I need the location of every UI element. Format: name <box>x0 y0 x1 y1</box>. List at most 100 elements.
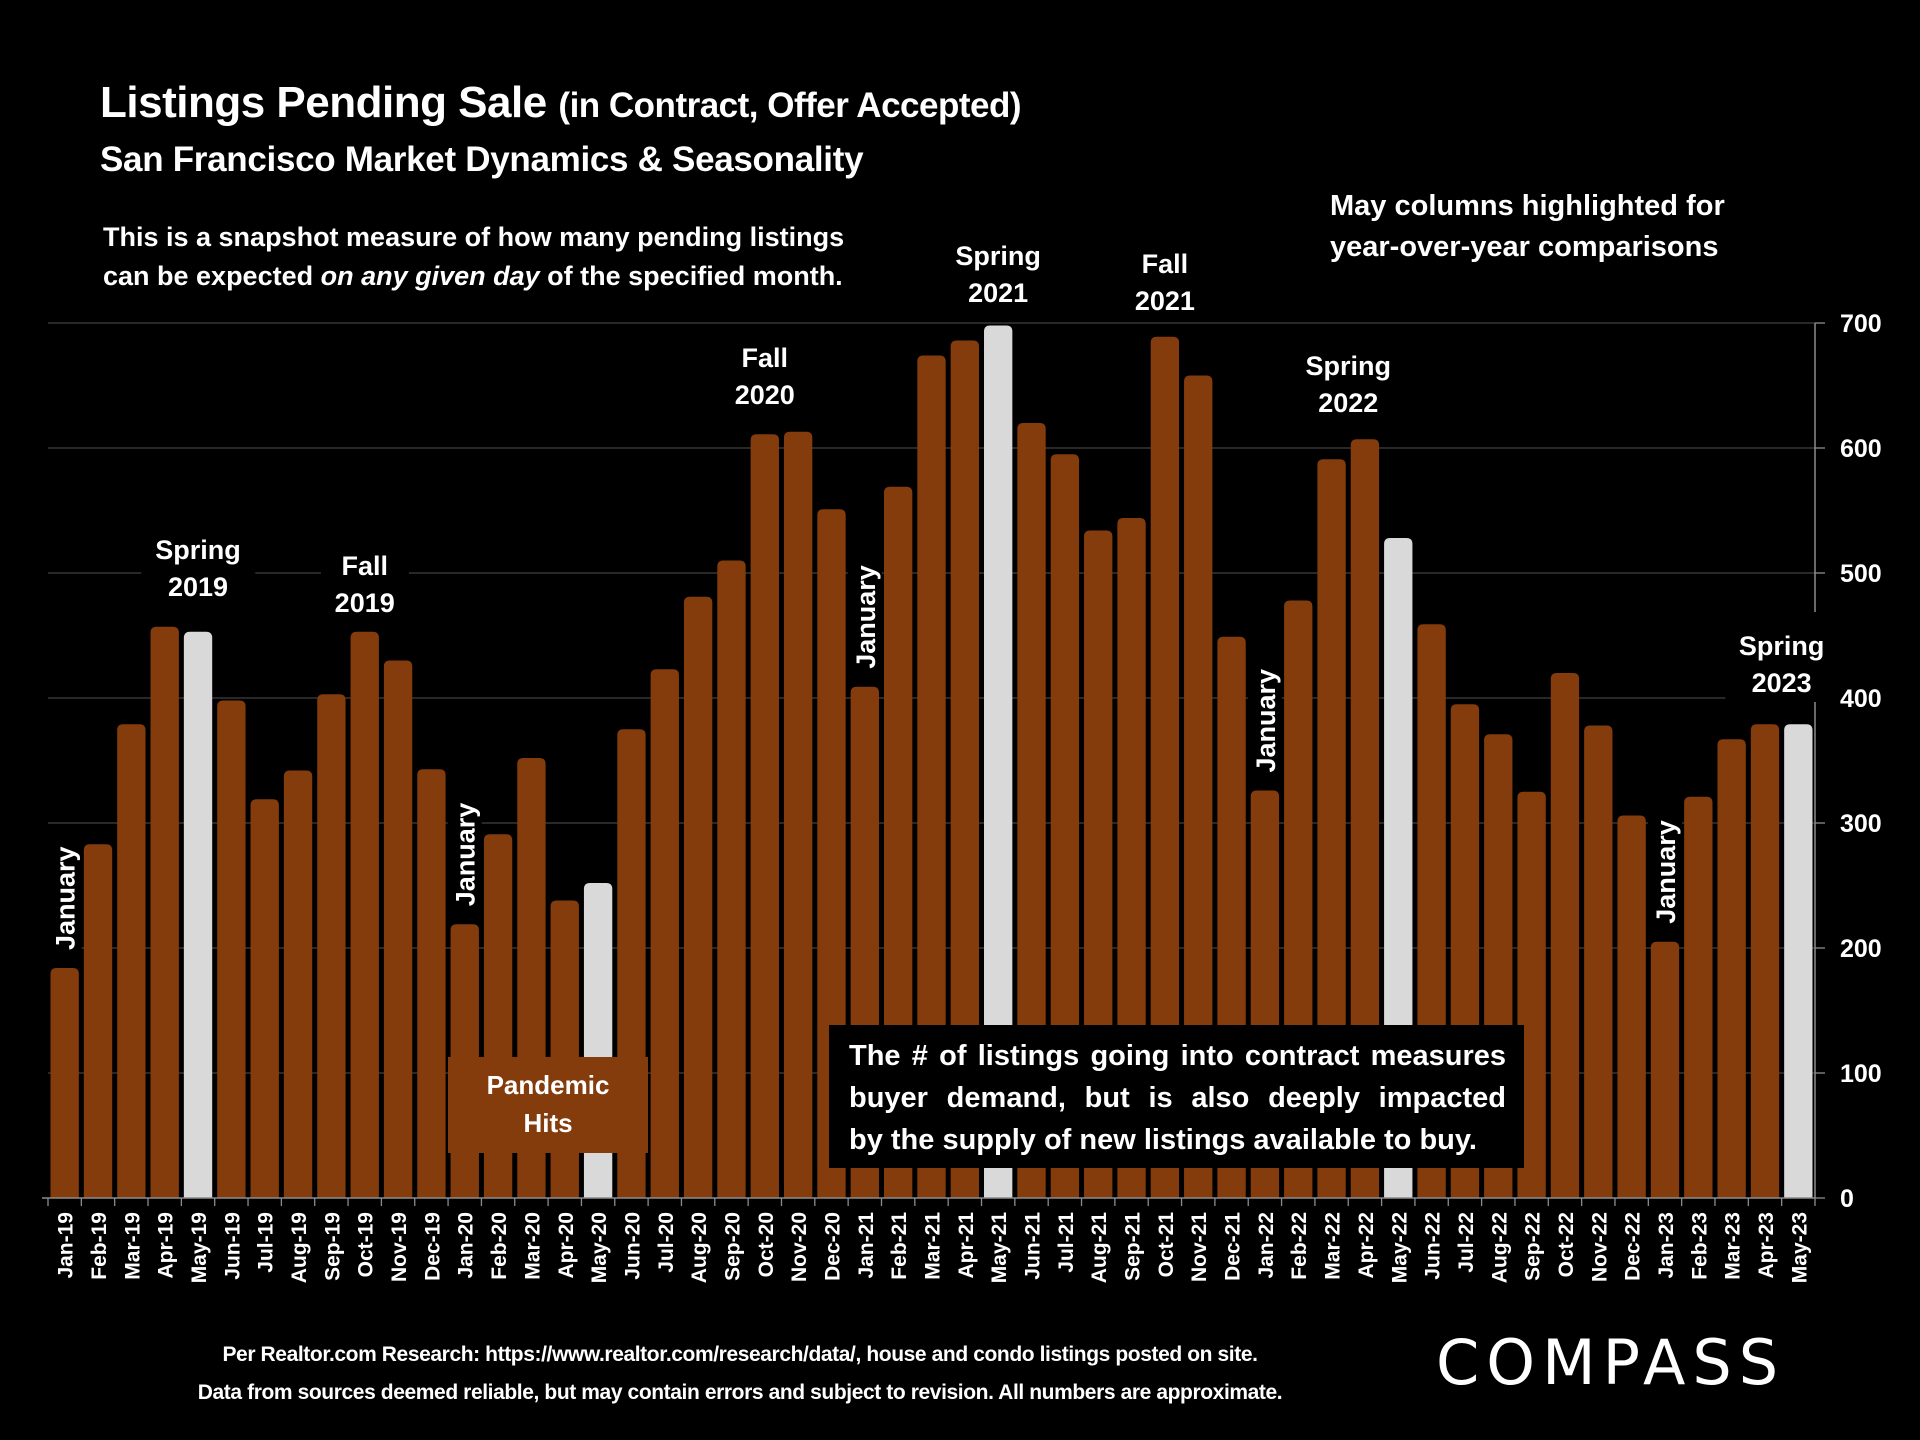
x-tick-label: Sep-21 <box>1122 1212 1145 1281</box>
snapshot-note-pre: can be expected <box>103 261 321 291</box>
january-label-bg <box>847 560 882 673</box>
pandemic-line1: Pandemic <box>486 1070 610 1100</box>
footer-disclaimer: Data from sources deemed reliable, but m… <box>197 1381 1283 1404</box>
demand-supply-callout: The # of listings going into contract me… <box>829 1025 1524 1168</box>
january-labels: January January January January January <box>47 560 1682 954</box>
january-label-bg <box>1647 815 1682 928</box>
season-label: Spring 2021 <box>941 238 1055 312</box>
bar-mar-23 <box>1717 739 1746 1198</box>
x-tick-label: May-21 <box>988 1212 1011 1284</box>
season-label-year: 2023 <box>1751 668 1812 698</box>
callout-line3: by the supply of new listings available … <box>849 1124 1477 1156</box>
bar-apr-21 <box>950 340 980 1198</box>
x-tick-label: Feb-23 <box>1688 1212 1711 1280</box>
x-tick-label: Nov-20 <box>788 1212 811 1282</box>
x-tick-label: Sep-22 <box>1522 1212 1545 1281</box>
y-tick-label-200: 200 <box>1840 935 1882 963</box>
season-label-name: Fall <box>341 551 388 581</box>
bar-apr-22 <box>1350 439 1380 1198</box>
season-label: Fall 2021 <box>1120 246 1209 320</box>
season-label-name: Fall <box>1141 249 1189 279</box>
callout-line1: The # of listings going into contract me… <box>849 1040 1506 1072</box>
x-tick-label: Oct-22 <box>1555 1212 1578 1277</box>
x-tick-label: Apr-21 <box>955 1212 978 1279</box>
bar-nov-20 <box>783 431 813 1198</box>
january-label: January <box>451 803 481 907</box>
x-tick-labels: Jan-19 Feb-19 Mar-19 Apr-19 May-19 Jun-19 Jul-… <box>55 1212 1812 1284</box>
chart-title-main: Listings Pending Sale <box>100 78 547 127</box>
bar-aug-19 <box>283 770 313 1198</box>
x-tick-label: Sep-19 <box>321 1212 344 1281</box>
january-label-bg <box>1247 664 1282 777</box>
x-tick-label: Feb-22 <box>1288 1212 1311 1280</box>
x-tick-label: Apr-23 <box>1755 1212 1778 1279</box>
bar-apr-20 <box>550 900 579 1198</box>
x-tick-label: Jun-22 <box>1422 1212 1445 1280</box>
snapshot-note: This is a snapshot measure of how many p… <box>103 218 844 296</box>
x-tick-label: Apr-22 <box>1355 1212 1378 1279</box>
season-label-year: 2020 <box>734 380 795 410</box>
bar-may-23 <box>1784 724 1813 1198</box>
x-tick-label: May-23 <box>1788 1212 1811 1283</box>
x-tick-label: Nov-19 <box>388 1212 411 1282</box>
season-label: Spring 2019 <box>141 532 255 606</box>
x-tick-label: Dec-21 <box>1222 1212 1245 1281</box>
bar-may-21 <box>984 325 1013 1198</box>
january-label: January <box>1651 820 1681 924</box>
x-tick-label: Feb-21 <box>888 1212 911 1280</box>
bar-sep-19 <box>317 694 346 1198</box>
season-label-name: Spring <box>155 535 241 565</box>
bar-aug-20 <box>683 596 713 1198</box>
x-tick-label: Apr-19 <box>155 1212 178 1279</box>
may-note-line1: May columns highlighted for <box>1330 190 1725 222</box>
january-label: January <box>851 565 881 669</box>
bar-sep-20 <box>717 560 746 1198</box>
x-tick-label: Feb-19 <box>88 1212 111 1280</box>
bar-nov-21 <box>1184 375 1213 1198</box>
january-label: January <box>51 846 81 950</box>
x-tick-label: Oct-21 <box>1155 1212 1178 1278</box>
bar-jul-21 <box>1050 454 1080 1198</box>
season-label-name: Fall <box>741 343 789 373</box>
bar-feb-23 <box>1684 796 1713 1198</box>
x-tick-label: Nov-22 <box>1588 1212 1611 1282</box>
x-tick-label: Jan-23 <box>1655 1212 1678 1279</box>
y-tick-label-400: 400 <box>1840 685 1882 713</box>
x-tick-label: Mar-20 <box>521 1212 544 1280</box>
x-tick-label: Jul-22 <box>1455 1212 1478 1273</box>
bar-dec-22 <box>1617 815 1646 1198</box>
season-label-name: Spring <box>1738 631 1825 661</box>
bar-apr-23 <box>1750 724 1780 1198</box>
bar-jan-19 <box>50 968 79 1198</box>
bar-jun-21 <box>1017 423 1046 1198</box>
bar-oct-21 <box>1150 336 1180 1198</box>
x-tick-label: Jan-20 <box>455 1212 478 1279</box>
x-tick-label: May-19 <box>188 1212 211 1283</box>
x-tick-label: Jan-21 <box>855 1212 878 1279</box>
y-tick-label-600: 600 <box>1840 435 1882 463</box>
compass-logo: COMPASS <box>1436 1326 1786 1399</box>
chart-title-parenthetical: (in Contract, Offer Accepted) <box>558 86 1022 125</box>
y-tick-label-700: 700 <box>1840 310 1882 338</box>
pandemic-line2: Hits <box>523 1108 573 1138</box>
x-tick-label: Aug-21 <box>1088 1212 1111 1283</box>
x-tick-label: Dec-22 <box>1622 1212 1645 1281</box>
bar-jan-23 <box>1650 941 1680 1198</box>
x-tick-label: Nov-21 <box>1188 1212 1211 1282</box>
x-tick-label: May-22 <box>1388 1212 1411 1283</box>
x-tick-label: Jul-20 <box>655 1212 678 1273</box>
january-label: January <box>1251 669 1281 773</box>
bar-may-19 <box>183 631 213 1198</box>
season-label-year: 2019 <box>167 572 229 602</box>
y-tick-label-0: 0 <box>1840 1185 1854 1213</box>
x-tick-label: Mar-22 <box>1322 1212 1345 1280</box>
chart-title: Listings Pending Sale (in Contract, Offe… <box>100 78 1022 128</box>
january-label-bg <box>447 798 482 911</box>
x-tick-label: Oct-20 <box>755 1212 778 1277</box>
x-tick-label: Dec-20 <box>821 1212 844 1281</box>
snapshot-note-line1: This is a snapshot measure of how many p… <box>103 222 845 252</box>
x-tick-label: Oct-19 <box>355 1212 378 1277</box>
bar-nov-22 <box>1584 725 1613 1198</box>
may-note-line2: year-over-year comparisons <box>1330 231 1719 263</box>
season-label: Fall 2020 <box>720 340 809 414</box>
